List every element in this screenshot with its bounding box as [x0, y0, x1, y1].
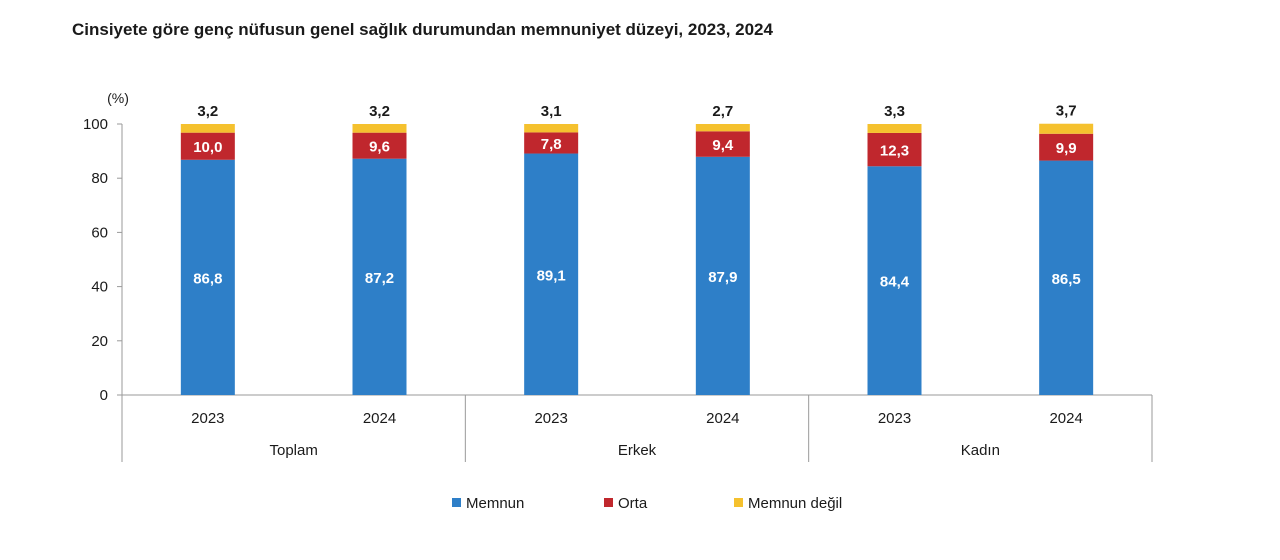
- axes: 0 20 40 60 80 100 (%) 2023 2024 2023 2024 2023 2024 T…: [83, 90, 1153, 462]
- x-tick-label: 2024: [363, 410, 396, 427]
- data-label: 3,7: [1056, 103, 1077, 120]
- bars: [180, 123, 1094, 395]
- y-axis-label: (%): [107, 90, 129, 106]
- x-tick-label: 2023: [191, 410, 224, 427]
- bar-segment-memnun: [867, 166, 922, 395]
- bar-segment-memnun: [1039, 160, 1094, 395]
- data-label: 9,6: [369, 139, 390, 156]
- data-label: 86,8: [193, 270, 222, 287]
- bar-segment-orta: [352, 132, 407, 159]
- y-tick-label: 80: [91, 170, 108, 187]
- x-tick-label: 2024: [1049, 410, 1082, 427]
- bar-segment-memnun-değil: [352, 124, 407, 133]
- y-tick-label: 100: [83, 116, 108, 133]
- y-tick-label: 40: [91, 279, 108, 296]
- y-tick-label: 20: [91, 333, 108, 350]
- group-label: Kadın: [961, 442, 1000, 459]
- data-labels: 86,8 10,0 3,2 87,2 9,6 3,2 89,1 7,8 3,1 87,9 9,4 2,…: [193, 103, 1081, 291]
- bar-segment-orta: [1039, 133, 1094, 161]
- legend-label: Memnun: [466, 495, 524, 512]
- bar-segment-orta: [695, 131, 750, 157]
- legend-label: Orta: [618, 495, 648, 512]
- x-tick-label: 2023: [534, 410, 567, 427]
- legend-swatch: [734, 498, 743, 507]
- chart-title: Cinsiyete göre genç nüfusun genel sağlık…: [72, 20, 773, 39]
- group-label: Erkek: [618, 442, 657, 459]
- data-label: 89,1: [537, 267, 566, 284]
- bar-segment-orta: [867, 132, 922, 167]
- data-label: 3,2: [369, 103, 390, 120]
- bar-segment-memnun: [352, 158, 407, 395]
- data-label: 9,4: [712, 137, 734, 154]
- data-label: 12,3: [880, 143, 909, 160]
- bar-segment-memnun: [695, 156, 750, 395]
- data-label: 86,5: [1052, 271, 1081, 288]
- bar-segment-orta: [180, 132, 235, 160]
- x-tick-label: 2024: [706, 410, 739, 427]
- data-label: 87,2: [365, 270, 394, 287]
- bar-segment-memnun: [180, 159, 235, 395]
- bar-segment-memnun-değil: [1039, 123, 1094, 134]
- data-label: 10,0: [193, 139, 222, 156]
- bar-segment-memnun: [524, 153, 579, 395]
- data-label: 7,8: [541, 136, 562, 153]
- legend-swatch: [452, 498, 461, 507]
- data-label: 3,1: [541, 103, 562, 120]
- bar-segment-orta: [524, 132, 579, 154]
- bar-segment-memnun-değil: [867, 124, 922, 133]
- group-label: Toplam: [269, 442, 317, 459]
- bar-segment-memnun-değil: [524, 124, 579, 133]
- bar-segment-memnun-değil: [180, 124, 235, 133]
- legend-swatch: [604, 498, 613, 507]
- x-tick-label: 2023: [878, 410, 911, 427]
- data-label: 87,9: [708, 269, 737, 286]
- bar-segment-memnun-değil: [695, 124, 750, 132]
- data-label: 2,7: [712, 103, 733, 120]
- data-label: 3,2: [197, 103, 218, 120]
- y-tick-label: 60: [91, 224, 108, 241]
- y-tick-label: 0: [100, 387, 108, 404]
- legend-label: Memnun değil: [748, 495, 842, 512]
- data-label: 84,4: [880, 274, 910, 291]
- data-label: 3,3: [884, 103, 905, 120]
- legend: Memnun Orta Memnun değil: [452, 495, 842, 512]
- data-label: 9,9: [1056, 140, 1077, 157]
